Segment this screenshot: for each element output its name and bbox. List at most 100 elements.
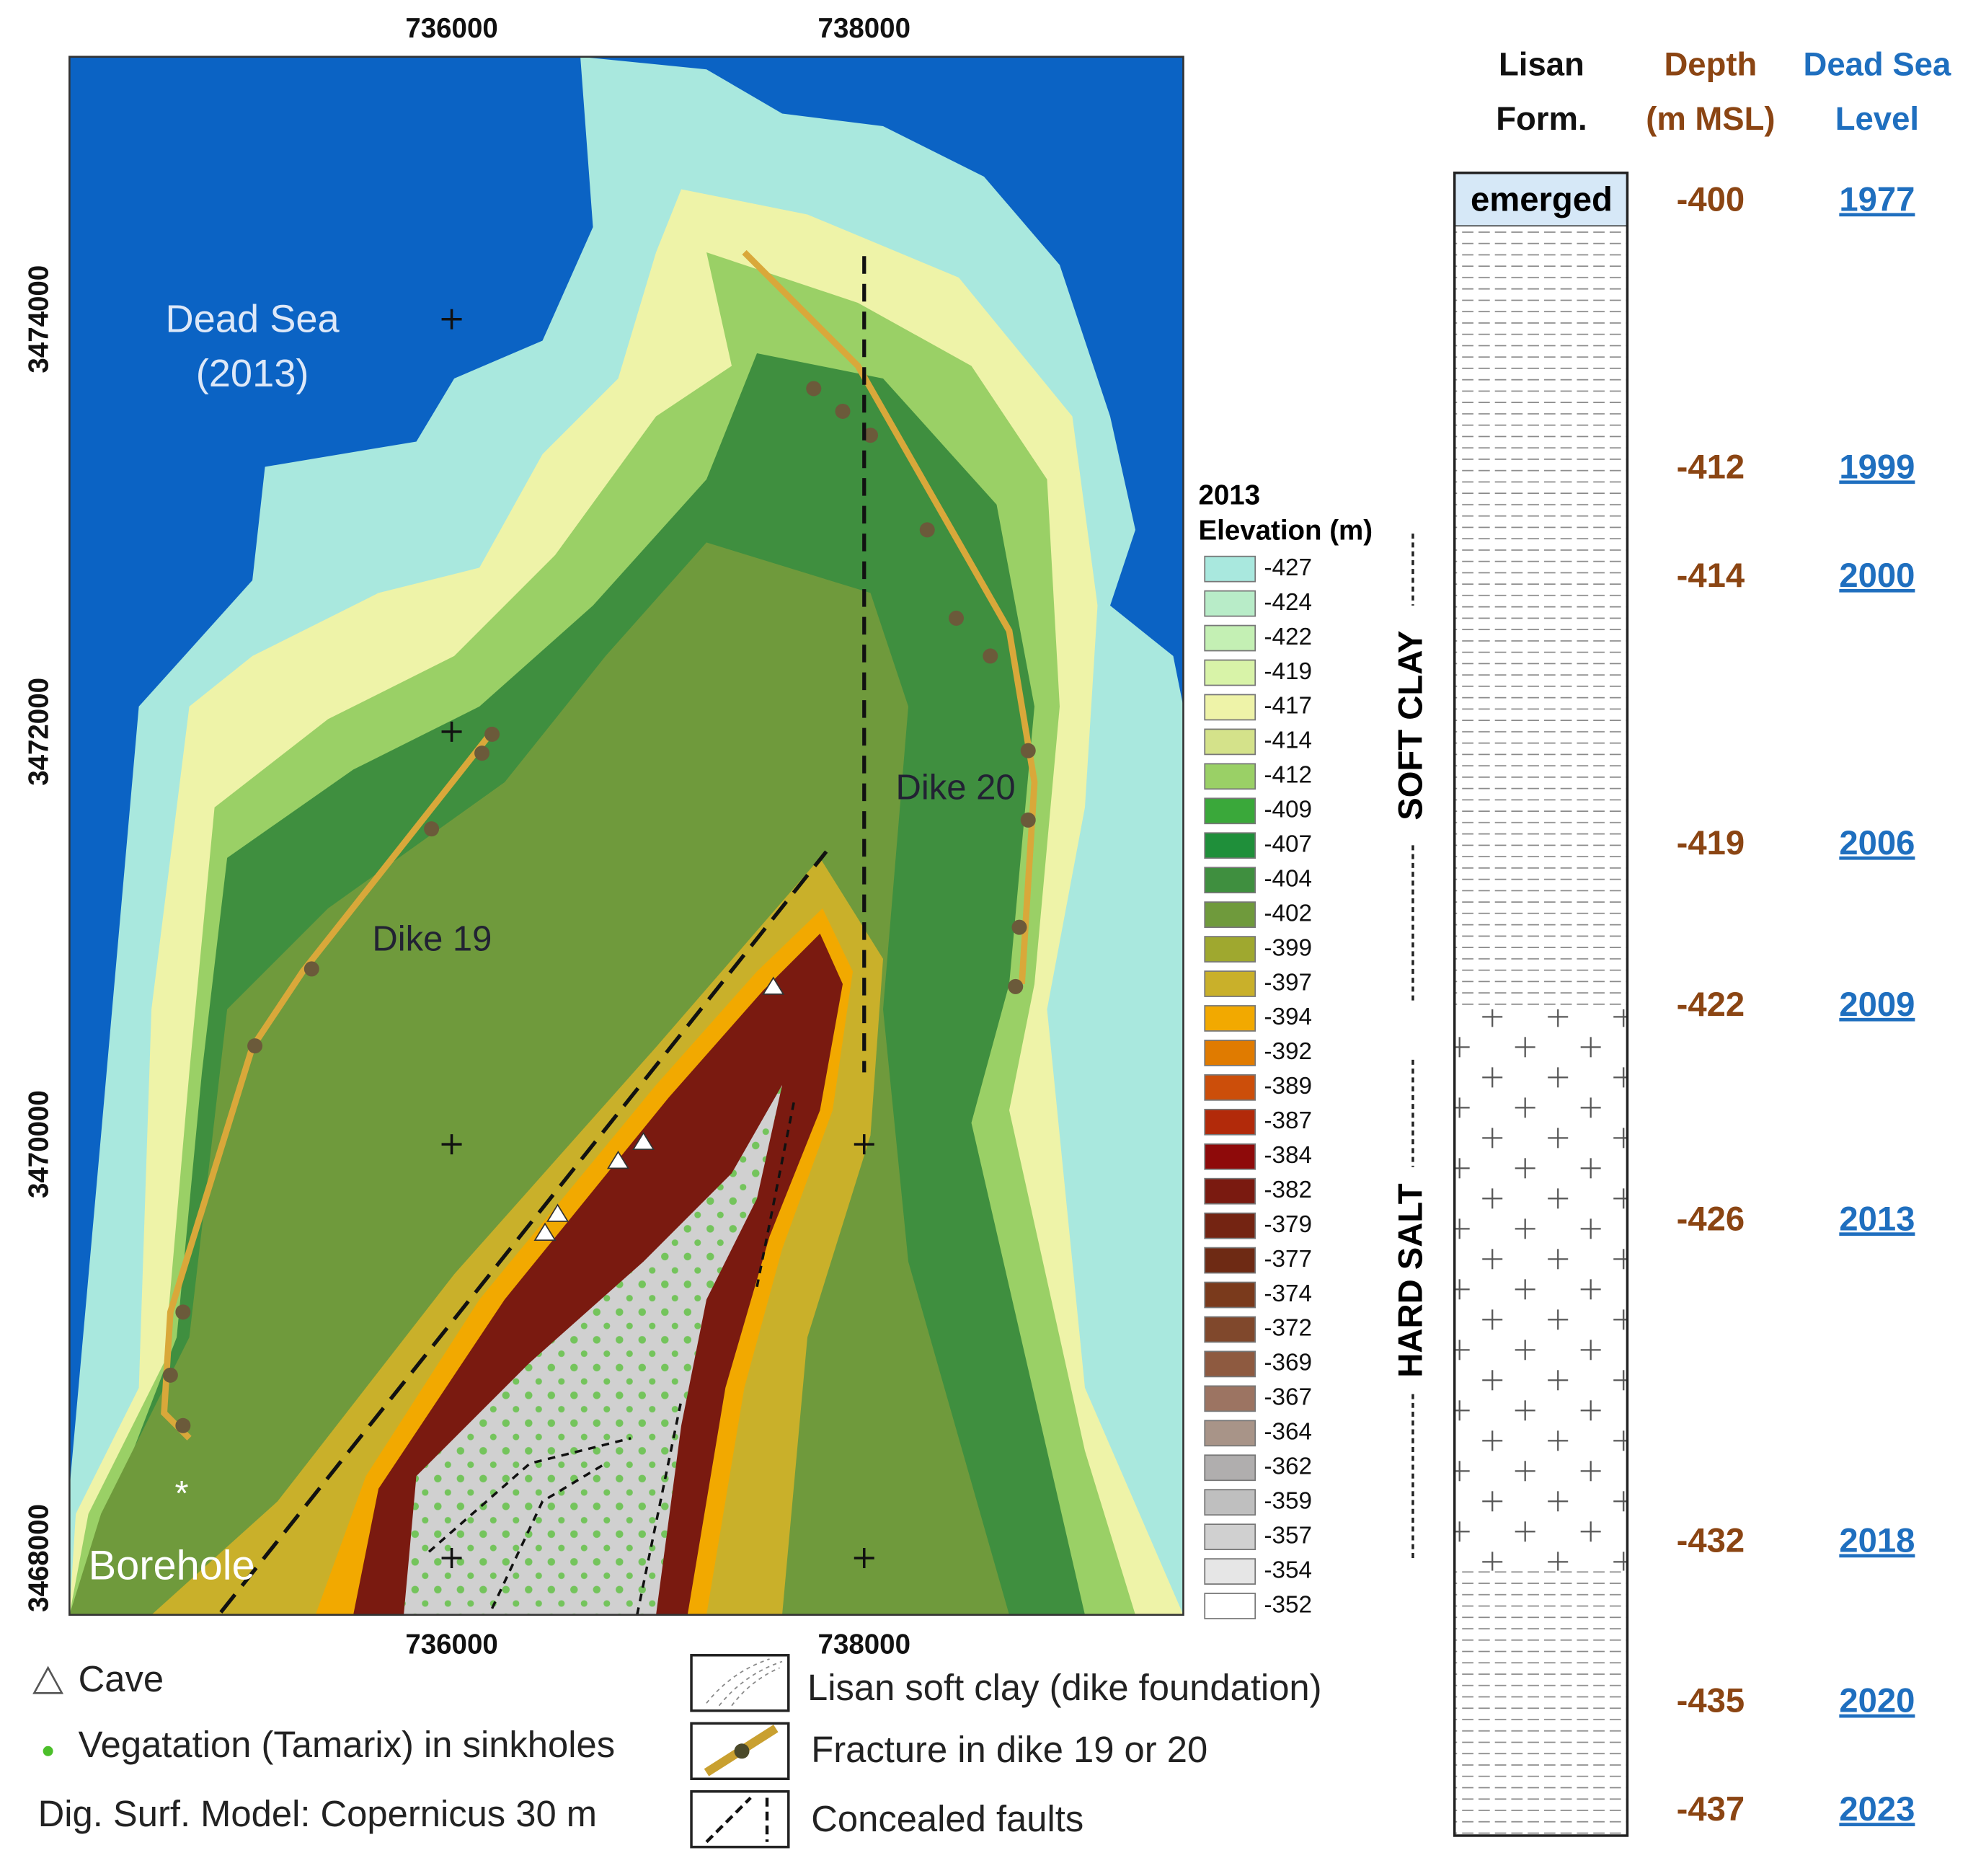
depth: -422 xyxy=(1677,986,1745,1024)
depth: -400 xyxy=(1677,180,1745,218)
map: Dead Sea (2013) Dike 19 Dike 20 Borehole… xyxy=(69,56,1184,1616)
year: 2018 xyxy=(1839,1522,1915,1560)
legend-swatch xyxy=(1204,659,1256,686)
legend-swatch xyxy=(1204,867,1256,894)
map-label: Dead Sea xyxy=(165,298,340,341)
legend-value: -412 xyxy=(1264,762,1312,789)
layer-label: emerged xyxy=(1471,180,1613,218)
y-tick-label: 3468000 xyxy=(23,1504,54,1612)
map-ticks: 736000 738000 736000 738000 3474000 3472000 34… xyxy=(23,13,910,1660)
legend-swatch xyxy=(1204,694,1256,721)
legend-swatch xyxy=(1204,1143,1256,1170)
year: 2000 xyxy=(1839,557,1915,595)
legend-value: -409 xyxy=(1264,797,1312,823)
map-label: * xyxy=(175,1474,189,1513)
legend-swatch xyxy=(1204,555,1256,583)
legend-value: -417 xyxy=(1264,693,1312,720)
legend-swatch xyxy=(1204,1316,1256,1343)
legend-swatch xyxy=(1204,1350,1256,1378)
elevation-legend: -427 -424 -422 -419 -417 -414 -412 -409 -407 -404… xyxy=(1204,554,1312,1619)
legend-value: -407 xyxy=(1264,831,1312,858)
legend-value: -422 xyxy=(1264,624,1312,650)
map-frame xyxy=(68,56,1184,1616)
x-tick-label: 738000 xyxy=(818,13,910,44)
year: 2023 xyxy=(1839,1790,1915,1828)
y-tick-label: 3472000 xyxy=(23,678,54,786)
legend-value: -414 xyxy=(1264,727,1312,754)
legend-swatch xyxy=(1204,970,1256,997)
legend-swatch xyxy=(1204,1074,1256,1101)
depth: -426 xyxy=(1677,1200,1745,1238)
column-header: Dead Sea xyxy=(1803,46,1951,83)
column-header: (m MSL) xyxy=(1646,100,1775,137)
legend-swatch xyxy=(1204,1385,1256,1412)
legend-title: 2013 xyxy=(1198,480,1260,511)
legend-value: -359 xyxy=(1264,1487,1312,1514)
legend-title: Elevation (m) xyxy=(1198,516,1373,547)
legend-swatch xyxy=(1204,763,1256,790)
unit-label: HARD SALT xyxy=(1391,1183,1430,1378)
year: 2013 xyxy=(1839,1200,1915,1238)
legend-text: Vegatation (Tamarix) in sinkholes xyxy=(79,1724,615,1765)
legend-swatch xyxy=(1204,1489,1256,1516)
column: emerged Lisan Form. Depth (m MSL) Dead S… xyxy=(1391,46,1951,1837)
column-header: Level xyxy=(1835,100,1919,137)
legend-swatch xyxy=(1204,1523,1256,1551)
column-header: Form. xyxy=(1496,100,1587,137)
x-tick-label: 736000 xyxy=(405,13,497,44)
unit-label: SOFT CLAY xyxy=(1391,630,1430,820)
map-label: (2013) xyxy=(196,352,309,395)
depth: -432 xyxy=(1677,1522,1745,1560)
legend-text: Concealed faults xyxy=(811,1798,1083,1839)
legend-swatch xyxy=(1204,1420,1256,1447)
legend-swatch xyxy=(1204,901,1256,929)
legend-value: -379 xyxy=(1264,1211,1312,1238)
depth: -412 xyxy=(1677,448,1745,486)
legend-swatch xyxy=(1204,832,1256,859)
x-tick-label: 738000 xyxy=(818,1629,910,1660)
legend-swatch xyxy=(1204,728,1256,756)
legend-text: Fracture in dike 19 or 20 xyxy=(811,1729,1207,1770)
legend-value: -402 xyxy=(1264,900,1312,926)
year: 1977 xyxy=(1839,180,1915,218)
legend-value: -427 xyxy=(1264,554,1312,581)
depth: -414 xyxy=(1677,557,1745,595)
legend-swatch xyxy=(1204,1593,1256,1619)
legend-value: -377 xyxy=(1264,1246,1312,1273)
legend-swatch xyxy=(1204,1558,1256,1585)
legend-value: -394 xyxy=(1264,1004,1312,1030)
legend-swatch xyxy=(1204,590,1256,617)
legend-swatch xyxy=(1204,1040,1256,1066)
legend-value: -369 xyxy=(1264,1350,1312,1376)
legend-value: -392 xyxy=(1264,1038,1312,1065)
legend-value: -364 xyxy=(1264,1419,1312,1446)
legend-swatch xyxy=(1204,1177,1256,1205)
depth: -437 xyxy=(1677,1790,1745,1828)
column-header: Lisan xyxy=(1499,46,1584,83)
legend-value: -354 xyxy=(1264,1557,1312,1583)
legend-value: -419 xyxy=(1264,658,1312,685)
depth: -435 xyxy=(1677,1682,1745,1720)
legend-text: Dig. Surf. Model: Copernicus 30 m xyxy=(38,1793,597,1834)
legend-swatch xyxy=(1204,1108,1256,1136)
legend-swatch xyxy=(1204,1281,1256,1309)
legend-value: -382 xyxy=(1264,1177,1312,1203)
legend-swatch xyxy=(1204,624,1256,652)
legend-value: -387 xyxy=(1264,1107,1312,1134)
legend-text: Cave xyxy=(79,1658,164,1699)
map-label: Dike 19 xyxy=(372,919,492,958)
bottom-legend: Cave Vegatation (Tamarix) in sinkholes D… xyxy=(32,1654,1322,1849)
legend-swatch xyxy=(1204,1247,1256,1274)
legend-value: -374 xyxy=(1264,1280,1312,1307)
legend-swatch xyxy=(1204,1454,1256,1482)
year: 1999 xyxy=(1839,448,1915,486)
y-tick-label: 3474000 xyxy=(23,265,54,373)
legend-swatch xyxy=(1204,797,1256,825)
legend-value: -357 xyxy=(1264,1522,1312,1549)
map-label: Dike 20 xyxy=(896,768,1016,807)
legend-value: -384 xyxy=(1264,1142,1312,1169)
year: 2020 xyxy=(1839,1682,1915,1720)
legend-value: -424 xyxy=(1264,589,1312,616)
